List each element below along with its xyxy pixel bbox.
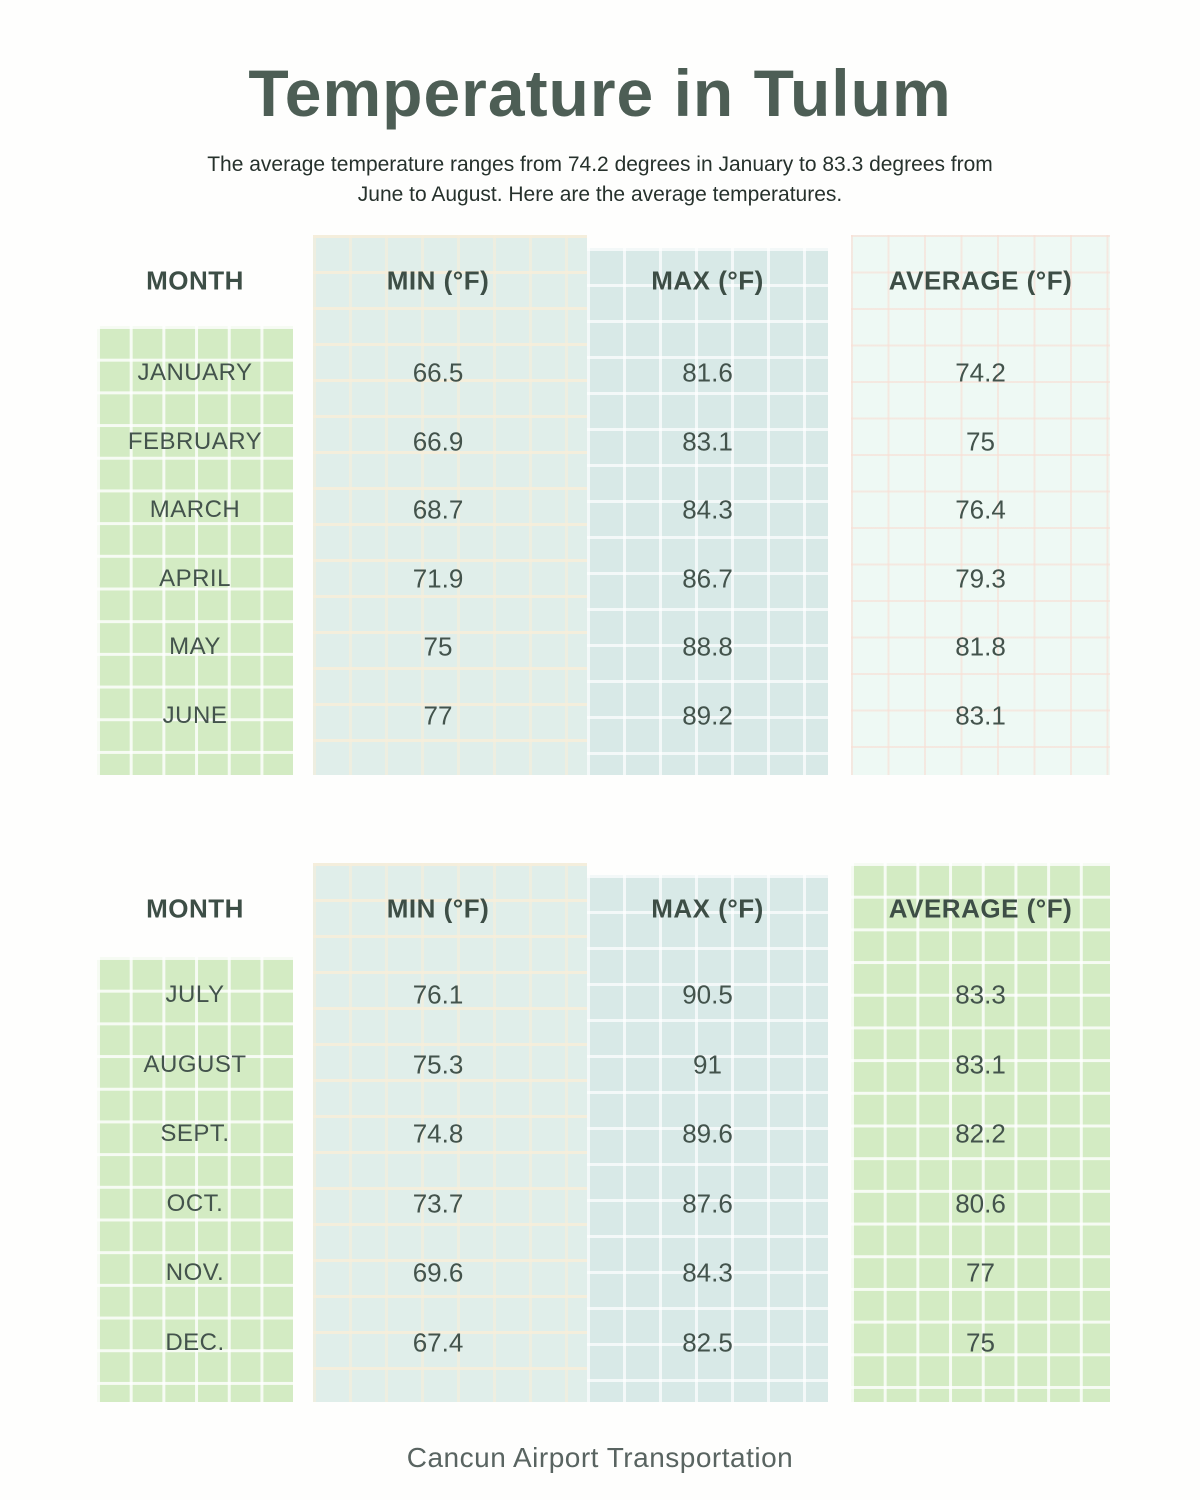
table2-oct-max: 87.6	[682, 1188, 733, 1219]
table2-nov-avg: 77	[966, 1257, 995, 1288]
table1-january-min: 66.5	[412, 357, 464, 388]
table1-april-max: 86.7	[682, 563, 733, 594]
table2-dec-max: 82.5	[682, 1327, 733, 1358]
table2-july-max: 90.5	[682, 979, 733, 1010]
table1-max-panel	[587, 248, 828, 775]
table1-june-avg: 83.1	[955, 700, 1006, 731]
table2-header-max: MAX (°F)	[651, 893, 764, 924]
table1-february-max: 83.1	[682, 426, 733, 457]
table2-july-month: JULY	[165, 981, 225, 1008]
table1-march-month: MARCH	[149, 496, 241, 524]
table1-header-max: MAX (°F)	[651, 265, 764, 296]
table1-march-max: 84.3	[682, 494, 733, 525]
table2-oct-avg: 80.6	[955, 1188, 1006, 1219]
table2-sept-month: SEPT.	[160, 1120, 230, 1148]
table1-february-month: FEBRUARY	[127, 427, 263, 455]
table1-may-month: MAY	[169, 633, 221, 661]
table2-sept-min: 74.8	[412, 1118, 464, 1149]
table1-june-min: 77	[423, 700, 453, 731]
table1-average-panel	[851, 235, 1110, 775]
table1-may-max: 88.8	[682, 631, 733, 662]
footer-brand: Cancun Airport Transportation	[406, 1442, 794, 1473]
table1-may-min: 75	[423, 631, 453, 662]
table2-nov-month: NOV.	[165, 1259, 225, 1287]
table1-january-max: 81.6	[682, 357, 733, 388]
table1-min-panel	[313, 235, 587, 775]
table2-sept-avg: 82.2	[955, 1118, 1006, 1149]
table1-june-max: 89.2	[682, 700, 733, 731]
table1-june-month: JUNE	[162, 702, 228, 729]
table1-header-min: MIN (°F)	[386, 265, 490, 296]
table2-header-average: AVERAGE (°F)	[888, 893, 1073, 924]
table1-february-min: 66.9	[412, 426, 464, 457]
table2-oct-month: OCT.	[166, 1189, 224, 1217]
table1-march-avg: 76.4	[955, 494, 1006, 525]
table1-header-month: MONTH	[146, 265, 244, 296]
table1-april-month: APRIL	[159, 564, 231, 592]
table2-august-month: AUGUST	[143, 1050, 247, 1078]
table1-january-avg: 74.2	[955, 357, 1006, 388]
table2-header-min: MIN (°F)	[386, 893, 490, 924]
table2-august-max: 91	[693, 1049, 722, 1080]
table2-august-min: 75.3	[412, 1049, 464, 1080]
table2-july-min: 76.1	[412, 979, 464, 1010]
table1-march-min: 68.7	[412, 494, 464, 525]
table2-header-month: MONTH	[146, 893, 244, 924]
table2-max-panel	[587, 875, 828, 1402]
page-title: Temperature in Tulum	[248, 56, 952, 130]
table1-april-avg: 79.3	[955, 563, 1006, 594]
table1-may-avg: 81.8	[955, 631, 1006, 662]
table2-july-avg: 83.3	[955, 979, 1006, 1010]
table2-dec-month: DEC.	[165, 1329, 225, 1356]
subtitle-line1: The average temperature ranges from 74.2…	[207, 153, 993, 176]
table2-dec-avg: 75	[966, 1327, 995, 1358]
table2-august-avg: 83.1	[955, 1049, 1006, 1080]
table1-month-panel	[97, 326, 293, 775]
table2-sept-max: 89.6	[682, 1118, 733, 1149]
table2-oct-min: 73.7	[412, 1188, 464, 1219]
table1-january-month: JANUARY	[137, 359, 253, 386]
table2-nov-min: 69.6	[412, 1257, 464, 1288]
table2-month-panel	[97, 957, 293, 1402]
table1-header-average: AVERAGE (°F)	[888, 265, 1073, 296]
subtitle: The average temperature ranges from 74.2…	[0, 150, 1200, 210]
table2-nov-max: 84.3	[682, 1257, 733, 1288]
table2-min-panel	[313, 863, 587, 1402]
table2-average-panel	[851, 863, 1110, 1402]
subtitle-line2: June to August. Here are the average tem…	[357, 183, 843, 206]
table1-april-min: 71.9	[412, 563, 464, 594]
table1-february-avg: 75	[966, 426, 995, 457]
table2-dec-min: 67.4	[412, 1327, 464, 1358]
